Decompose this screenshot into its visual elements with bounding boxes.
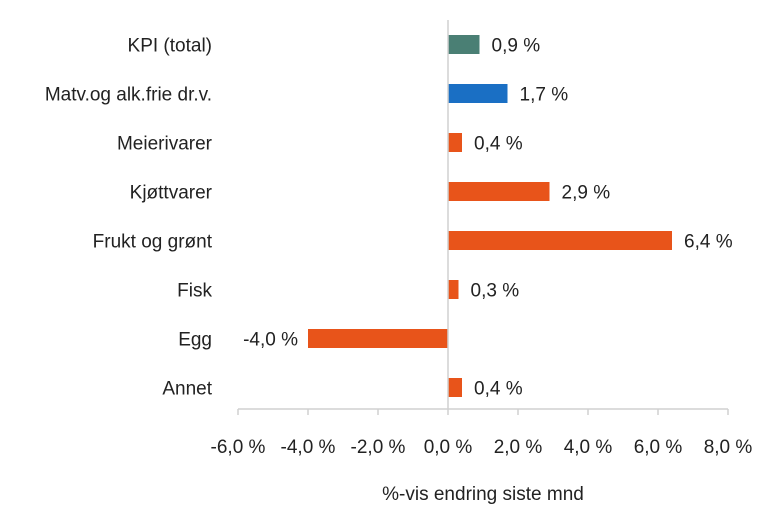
category-label-0: KPI (total) <box>128 36 212 57</box>
value-label-0: 0,9 % <box>492 36 541 57</box>
x-tick-label-4: 2,0 % <box>494 437 543 458</box>
bar-3 <box>448 182 550 201</box>
value-label-3: 2,9 % <box>562 183 611 204</box>
x-tick-label-3: 0,0 % <box>424 437 473 458</box>
value-label-4: 6,4 % <box>684 232 733 253</box>
x-axis-title: %-vis endring siste mnd <box>382 484 584 505</box>
bar-7 <box>448 378 462 397</box>
bar-1 <box>448 84 508 103</box>
category-label-1: Matv.og alk.frie dr.v. <box>45 85 212 106</box>
x-tick-label-2: -2,0 % <box>351 437 406 458</box>
category-labels: KPI (total) Matv.og alk.frie dr.v. Meieriv… <box>45 36 213 400</box>
x-tick-label-1: -4,0 % <box>281 437 336 458</box>
category-label-2: Meierivarer <box>117 134 213 155</box>
x-tick-label-7: 8,0 % <box>704 437 753 458</box>
category-label-3: Kjøttvarer <box>130 183 213 204</box>
category-label-6: Egg <box>178 330 212 351</box>
x-tick-label-0: -6,0 % <box>211 437 266 458</box>
value-label-6: -4,0 % <box>243 330 298 351</box>
value-label-1: 1,7 % <box>520 85 569 106</box>
bars-group <box>308 35 672 397</box>
value-labels: 0,9 % 1,7 % 0,4 % 2,9 % 6,4 % 0,3 % -4,0 % 0,4 … <box>243 36 733 400</box>
bar-5 <box>448 280 459 299</box>
bar-4 <box>448 231 672 250</box>
x-tick-label-6: 6,0 % <box>634 437 683 458</box>
bar-0 <box>448 35 480 54</box>
x-axis-ticks: -6,0 % -4,0 % -2,0 % 0,0 % 2,0 % 4,0 % 6,0 % 8,… <box>211 409 753 458</box>
value-label-5: 0,3 % <box>471 281 520 302</box>
x-tick-label-5: 4,0 % <box>564 437 613 458</box>
value-label-7: 0,4 % <box>474 379 523 400</box>
bar-2 <box>448 133 462 152</box>
category-label-4: Frukt og grønt <box>93 232 213 253</box>
category-label-7: Annet <box>162 379 212 400</box>
bar-6 <box>308 329 448 348</box>
category-label-5: Fisk <box>177 281 212 302</box>
value-label-2: 0,4 % <box>474 134 523 155</box>
